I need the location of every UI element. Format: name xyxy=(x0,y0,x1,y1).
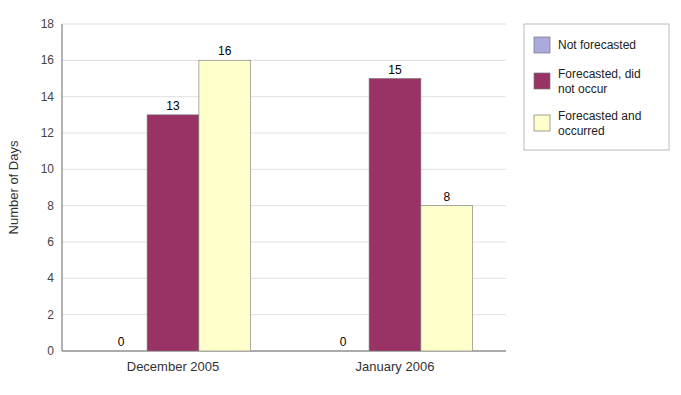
y-tick-label: 12 xyxy=(41,126,55,140)
bar xyxy=(369,79,421,352)
grid-line xyxy=(62,24,506,25)
grid-line xyxy=(62,133,506,134)
y-tick-label: 16 xyxy=(41,53,55,67)
data-label: 15 xyxy=(388,63,402,77)
x-tick-label: December 2005 xyxy=(127,359,220,374)
y-axis-label: Number of Days xyxy=(6,140,21,234)
y-tick-label: 14 xyxy=(41,90,55,104)
grid-line xyxy=(62,169,506,170)
y-tick-label: 6 xyxy=(47,235,54,249)
y-tick-label: 0 xyxy=(47,344,54,358)
legend-swatch xyxy=(534,73,550,89)
y-tick-label: 4 xyxy=(47,271,54,285)
y-tick-label: 2 xyxy=(47,308,54,322)
legend: Not forecasted Forecasted, didnot occur Fo… xyxy=(524,24,669,150)
bar xyxy=(147,115,199,351)
grid-line xyxy=(62,96,506,97)
grid-line xyxy=(62,60,506,61)
bars xyxy=(147,60,473,351)
data-label: 0 xyxy=(118,335,125,349)
grid xyxy=(62,24,506,351)
y-axis-line xyxy=(62,24,63,351)
legend-swatch xyxy=(534,115,550,131)
bar xyxy=(95,351,147,352)
legend-label: Not forecasted xyxy=(558,38,636,52)
y-tick-label: 18 xyxy=(41,17,55,31)
bar xyxy=(199,60,251,351)
legend-label: Forecasted, didnot occur xyxy=(558,67,641,96)
data-label: 0 xyxy=(340,335,347,349)
legend-frame xyxy=(524,24,669,150)
chart: 0 2 4 6 8 10 12 14 16 18 0 0 13 15 16 8 December 2005 Jan… xyxy=(0,0,681,395)
data-label: 8 xyxy=(443,190,450,204)
data-label: 13 xyxy=(166,99,180,113)
y-tick-label: 10 xyxy=(41,162,55,176)
data-labels: 0 0 13 15 16 8 xyxy=(118,44,451,349)
legend-label: Forecasted andoccurred xyxy=(558,109,641,138)
bar xyxy=(421,206,473,351)
bar xyxy=(317,351,369,352)
data-label: 16 xyxy=(218,44,232,58)
y-tick-label: 8 xyxy=(47,199,54,213)
legend-swatch xyxy=(534,37,550,53)
x-tick-label: January 2006 xyxy=(356,359,435,374)
